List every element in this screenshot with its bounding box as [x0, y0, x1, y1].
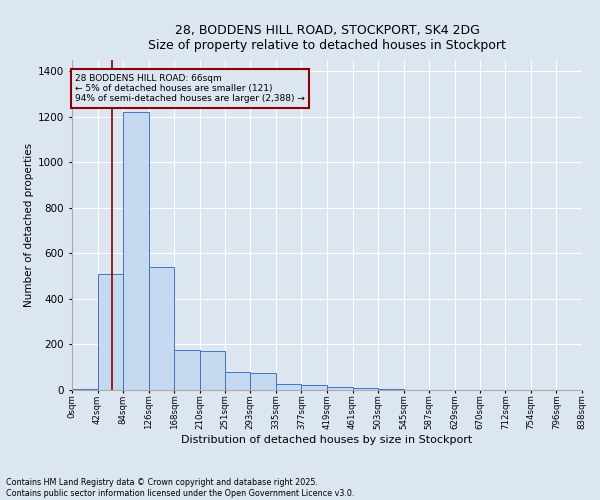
- Bar: [72, 389, 98, 390]
- Text: 28 BODDENS HILL ROAD: 66sqm
← 5% of detached houses are smaller (121)
94% of sem: 28 BODDENS HILL ROAD: 66sqm ← 5% of deta…: [75, 74, 305, 104]
- Bar: [301, 386, 327, 390]
- X-axis label: Distribution of detached houses by size in Stockport: Distribution of detached houses by size …: [181, 434, 473, 444]
- Bar: [149, 267, 174, 390]
- Bar: [200, 352, 225, 390]
- Bar: [98, 274, 123, 390]
- Text: Contains HM Land Registry data © Crown copyright and database right 2025.
Contai: Contains HM Land Registry data © Crown c…: [6, 478, 355, 498]
- Y-axis label: Number of detached properties: Number of detached properties: [24, 143, 34, 307]
- Bar: [250, 373, 276, 390]
- Bar: [276, 384, 301, 390]
- Title: 28, BODDENS HILL ROAD, STOCKPORT, SK4 2DG
Size of property relative to detached : 28, BODDENS HILL ROAD, STOCKPORT, SK4 2D…: [148, 24, 506, 52]
- Bar: [327, 386, 353, 390]
- Bar: [225, 372, 250, 390]
- Bar: [174, 350, 200, 390]
- Bar: [123, 112, 149, 390]
- Bar: [353, 388, 378, 390]
